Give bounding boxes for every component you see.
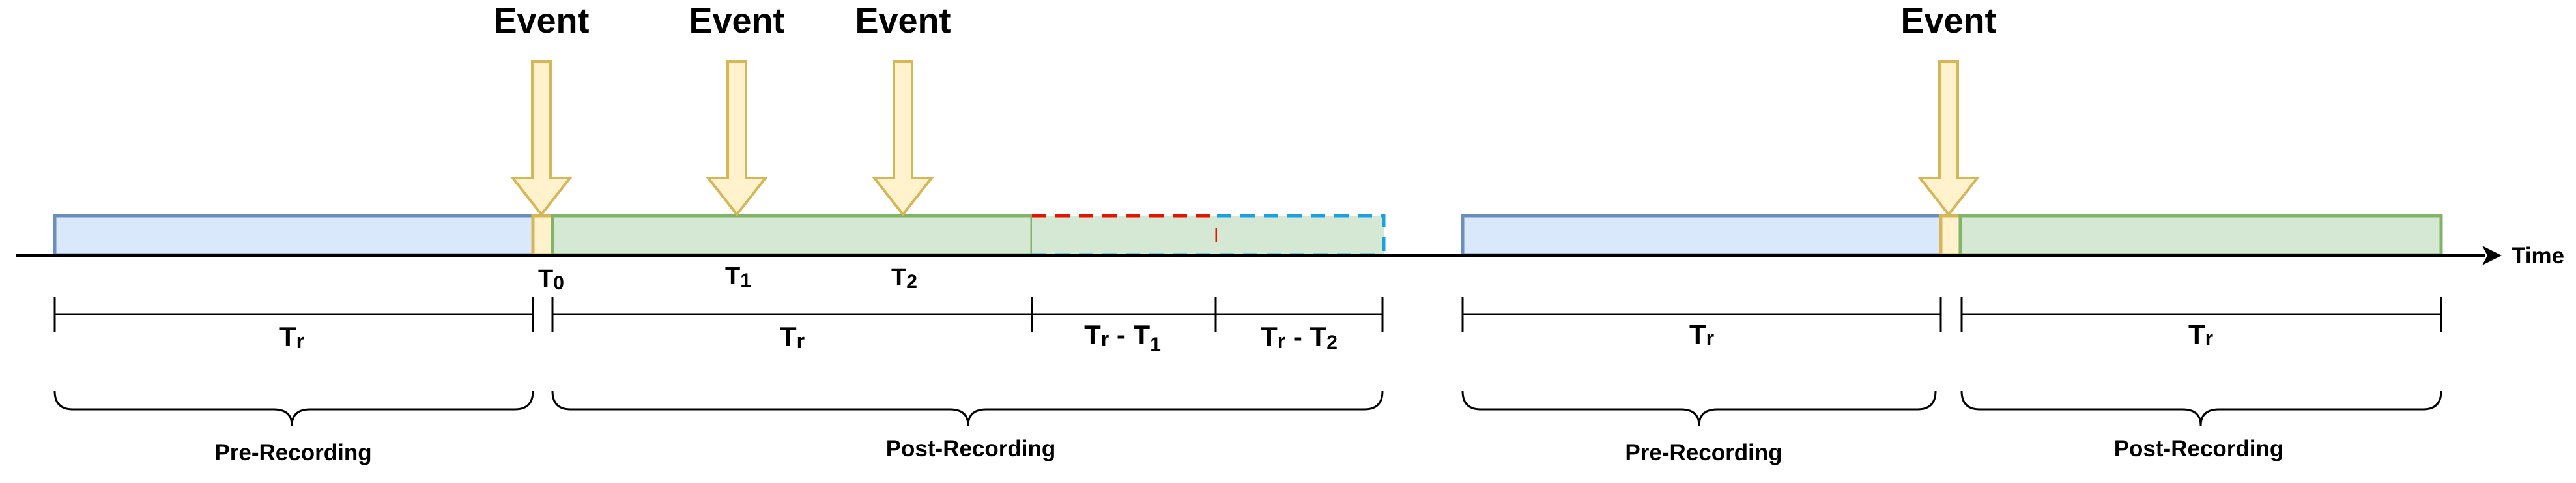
pre-recording-bar-1 (53, 214, 535, 257)
brace-pre-recording-1 (53, 390, 534, 426)
time-axis-arrowhead (2482, 246, 2502, 265)
pre-recording-bar-2 (1461, 214, 1943, 257)
extension-bar-t2 (1217, 216, 1384, 255)
event-marker-box-2 (1939, 214, 1962, 257)
duration-tr-2: Tr (780, 321, 805, 353)
event-label-1: Event (493, 1, 589, 40)
post-recording-bar-2 (1958, 214, 2443, 257)
duration-tr-minus-t2: Tr - T2 (1261, 321, 1338, 353)
extension-bar-t1 (1032, 216, 1217, 255)
event-arrow-1 (509, 60, 573, 217)
duration-tr-3: Tr (1689, 319, 1714, 350)
duration-tr-4: Tr (2188, 319, 2213, 350)
phase-label-post-recording-2: Post-Recording (2114, 436, 2284, 461)
marker-t2: T2 (891, 264, 917, 293)
brace-pre-recording-2 (1461, 390, 1937, 426)
event-arrow-4 (1917, 60, 1981, 217)
event-label-3: Event (855, 1, 951, 40)
brace-post-recording-1 (551, 390, 1384, 426)
post-recording-bar-1 (551, 214, 1034, 257)
time-axis-label: Time (2512, 243, 2564, 269)
marker-t0: T0 (538, 265, 564, 294)
dimension-lines (53, 297, 2442, 332)
phase-braces (53, 390, 2442, 426)
event-label-2: Event (689, 1, 784, 40)
event-marker-box-1 (531, 214, 554, 257)
phase-label-pre-recording-1: Pre-Recording (214, 440, 371, 465)
event-label-4: Event (1900, 1, 1996, 40)
event-arrow-2 (705, 60, 769, 217)
duration-tr-1: Tr (279, 321, 304, 353)
phase-label-pre-recording-2: Pre-Recording (1625, 440, 1782, 465)
marker-t1: T1 (725, 263, 751, 291)
event-arrow-3 (871, 60, 935, 217)
brace-post-recording-2 (1960, 390, 2442, 426)
extension-outline-t2 (1217, 214, 1386, 255)
phase-label-post-recording-1: Post-Recording (886, 436, 1056, 461)
duration-tr-minus-t1: Tr - T1 (1084, 319, 1161, 355)
